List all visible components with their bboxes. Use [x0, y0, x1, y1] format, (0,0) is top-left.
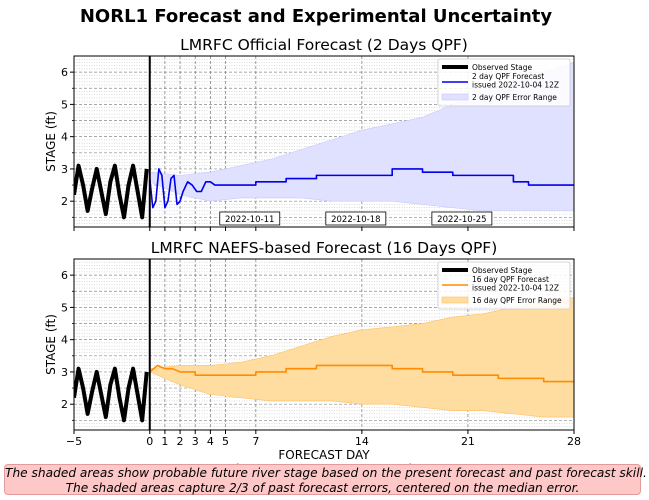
x-tick-label: 5	[222, 435, 229, 448]
y-tick-label: 2	[61, 398, 68, 411]
date-marker-box	[431, 211, 493, 226]
panel-naefs-forecast: LMRFC NAEFS-based Forecast (16 Days QPF)…	[44, 239, 581, 476]
y-tick-label: 3	[61, 163, 68, 176]
y-tick-label: 3	[61, 366, 68, 379]
date-marker-label: 2022-10-18	[331, 215, 380, 225]
y-tick-label: 6	[61, 269, 68, 282]
panel-official-forecast: LMRFC Official Forecast (2 Days QPF) 2022…	[44, 36, 575, 231]
x-tick-label: 28	[567, 435, 581, 448]
legend-label-observed: Observed Stage	[472, 63, 533, 72]
axes-frame	[73, 55, 575, 228]
x-tick-label: 14	[355, 435, 369, 448]
panel-title: LMRFC NAEFS-based Forecast (16 Days QPF)	[151, 239, 498, 257]
y-tick-label: 5	[61, 98, 68, 111]
legend-label-observed: Observed Stage	[472, 266, 533, 275]
error-band	[149, 297, 574, 418]
x-tick-label: 7	[252, 435, 259, 448]
x-tick-label: −5	[66, 435, 82, 448]
legend-box	[437, 58, 571, 107]
y-axis-label: STAGE (ft)	[44, 314, 58, 375]
y-tick-label: 4	[61, 131, 68, 144]
x-tick-label: 3	[192, 435, 199, 448]
panel-title: LMRFC Official Forecast (2 Days QPF)	[180, 36, 468, 54]
plot-area	[74, 259, 574, 430]
x-tick-label: 0	[146, 435, 153, 448]
date-marker-label: 2022-10-25	[437, 215, 486, 225]
date-marker-label: 2022-10-11	[225, 215, 274, 225]
legend-label-band: 16 day QPF Error Range	[472, 296, 562, 305]
legend-box	[437, 261, 571, 310]
legend-label-forecast-line2: issued 2022-10-04 12Z	[472, 284, 559, 293]
suptitle: NORL1 Forecast and Experimental Uncertai…	[80, 6, 553, 27]
footnote-line1: The shaded areas show probable future ri…	[5, 466, 647, 480]
observed-stage-line	[74, 366, 149, 423]
y-axis-label: STAGE (ft)	[44, 111, 58, 172]
legend-label-band: 2 day QPF Error Range	[472, 93, 557, 102]
footnote-box: The shaded areas show probable future ri…	[4, 464, 647, 495]
y-tick-label: 4	[61, 334, 68, 347]
y-tick-label: 2	[61, 195, 68, 208]
x-tick-label: 21	[461, 435, 475, 448]
y-tick-label: 5	[61, 301, 68, 314]
date-marker-box	[219, 211, 281, 226]
legend-label-forecast-line2: issued 2022-10-04 12Z	[472, 81, 559, 90]
axes-frame	[73, 258, 575, 431]
x-tick-label: 2	[177, 435, 184, 448]
footnote-line2: The shaded areas capture 2/3 of past for…	[65, 481, 580, 495]
x-tick-label: 1	[161, 435, 168, 448]
date-marker-box	[325, 211, 387, 226]
legend-label-forecast-line1: 16 day QPF Forecast	[472, 275, 549, 284]
y-tick-label: 6	[61, 66, 68, 79]
x-tick-label: 4	[207, 435, 214, 448]
legend-label-forecast-line1: 2 day QPF Forecast	[472, 72, 544, 81]
forecast-line	[148, 168, 574, 209]
legend-swatch-band	[441, 93, 469, 101]
observed-stage-line	[74, 163, 149, 220]
x-axis-label: FORECAST DAY	[278, 448, 370, 462]
forecast-line	[149, 364, 574, 383]
legend-swatch-band	[441, 296, 469, 304]
